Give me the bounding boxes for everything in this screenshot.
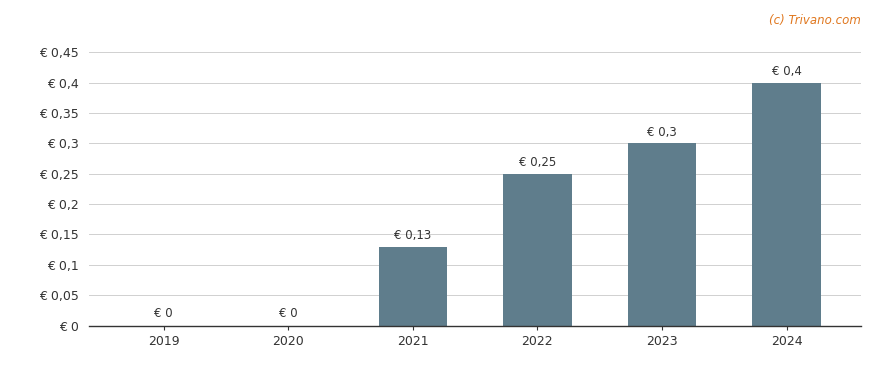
Bar (503, 174, 572, 326)
Text: € 0,25: € 0,25 (519, 157, 556, 169)
Bar (752, 83, 821, 326)
Text: € 0,4: € 0,4 (772, 65, 802, 78)
Text: € 0,3: € 0,3 (647, 126, 677, 139)
Text: € 0: € 0 (155, 306, 173, 320)
Bar (628, 143, 696, 326)
Text: € 0: € 0 (279, 306, 297, 320)
Text: € 0,13: € 0,13 (394, 229, 432, 242)
Text: (c) Trivano.com: (c) Trivano.com (770, 14, 861, 27)
Bar (378, 247, 447, 326)
